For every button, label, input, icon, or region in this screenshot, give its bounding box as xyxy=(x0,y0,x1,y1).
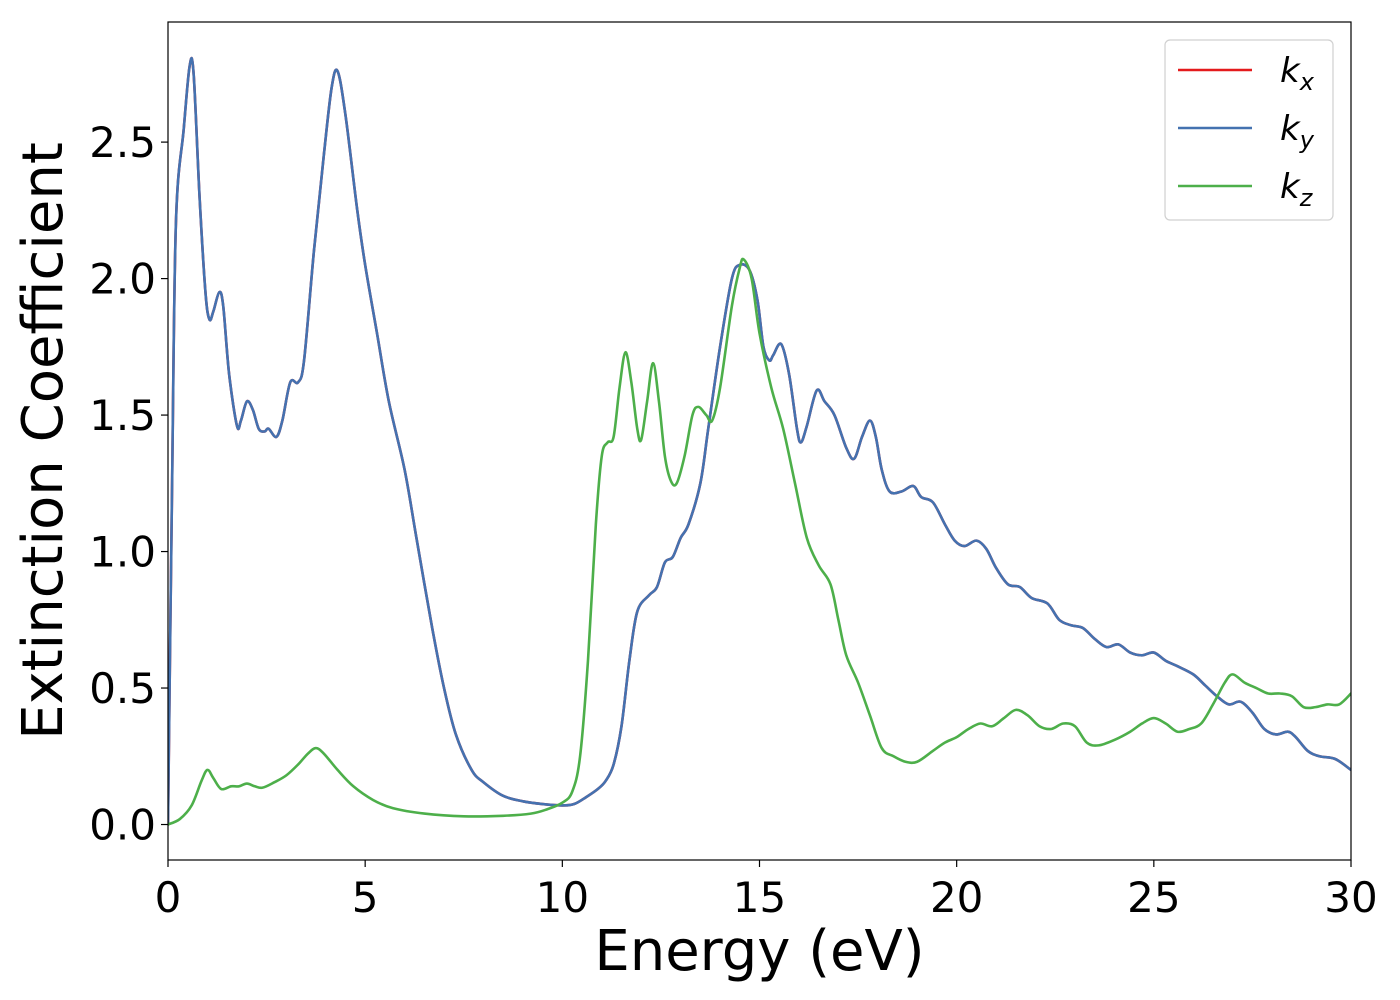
y-axis: 0.0 0.5 1.0 1.5 2.0 2.5 xyxy=(89,118,168,850)
y-tick-label: 2.0 xyxy=(89,255,156,304)
series-line-kz xyxy=(168,257,1351,826)
legend-label-ky: ky xyxy=(1280,109,1315,154)
series-line-ky xyxy=(168,56,1351,826)
legend-box xyxy=(1164,39,1334,221)
plot-lines xyxy=(168,56,1351,826)
x-tick-label: 20 xyxy=(930,873,983,922)
y-tick-label: 0.0 xyxy=(89,801,156,850)
x-tick-label: 0 xyxy=(155,873,182,922)
x-tick-label: 10 xyxy=(536,873,589,922)
legend: kx ky kz xyxy=(1164,39,1334,221)
x-tick-label: 5 xyxy=(352,873,379,922)
y-tick-label: 1.0 xyxy=(89,528,156,577)
x-axis: 0 5 10 15 20 25 30 xyxy=(155,860,1378,922)
y-tick-label: 1.5 xyxy=(89,391,156,440)
y-axis-label: Extinction Coefficient xyxy=(11,142,76,740)
y-tick-label: 0.5 xyxy=(89,664,156,713)
legend-label-kz: kz xyxy=(1280,167,1314,212)
x-tick-label: 15 xyxy=(733,873,786,922)
x-tick-label: 25 xyxy=(1127,873,1180,922)
legend-label-kx: kx xyxy=(1280,51,1315,96)
x-tick-label: 30 xyxy=(1324,873,1377,922)
y-tick-label: 2.5 xyxy=(89,118,156,167)
x-axis-label: Energy (eV) xyxy=(594,919,924,984)
